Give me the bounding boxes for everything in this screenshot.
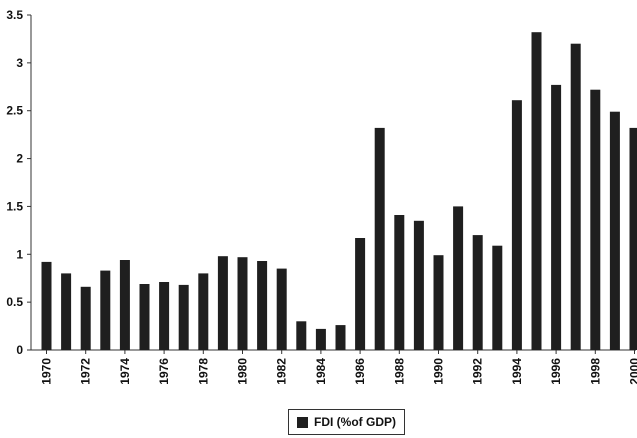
bars [41,32,637,351]
bar [453,206,464,350]
x-tick-label: 1970 [40,358,54,385]
bar [531,32,542,350]
bar [139,284,150,350]
bar [276,268,287,350]
x-tick-label: 1978 [196,358,210,385]
x-tick-label: 1990 [432,358,446,385]
bar [394,215,405,350]
x-tick-label: 2000 [628,358,637,385]
bar [217,256,228,350]
x-tick-label: 1980 [236,358,250,385]
y-tick-label: 3.5 [6,8,23,22]
bar [100,270,111,350]
bar [61,273,72,350]
bar [413,220,424,350]
bar [472,235,483,350]
legend-label: FDI (%of GDP) [314,415,396,429]
y-tick-label: 1 [16,247,23,261]
bar [80,286,91,350]
y-tick-label: 2 [16,152,23,166]
bar [315,328,326,350]
y-tick-label: 0 [16,343,23,357]
x-axis: 1970 1972 1974 1976 1978 1980 1982 1984 1986 1988… [31,349,637,385]
bar [511,100,522,350]
y-tick-label: 0.5 [6,295,23,309]
x-tick-label: 1994 [510,358,524,385]
y-tick-label: 3 [16,56,23,70]
x-tick-label: 1976 [157,358,171,385]
x-tick-label: 1974 [118,358,132,385]
bar [433,255,444,350]
bar [492,245,503,350]
bar [178,284,189,350]
y-tick-label: 1.5 [6,199,23,213]
x-tick-label: 1998 [588,358,602,385]
bar [119,260,130,350]
x-tick-label: 1972 [79,358,93,385]
x-tick-label: 1986 [353,358,367,385]
bar [335,325,346,350]
legend-swatch [297,416,308,428]
bar [237,257,248,350]
bar [355,238,366,350]
x-tick-label: 1996 [549,358,563,385]
x-tick-label: 1984 [314,358,328,385]
x-tick-label: 1992 [471,358,485,385]
bar [374,127,385,351]
bar [198,273,209,350]
bar [159,282,170,350]
x-tick-label: 1982 [275,358,289,385]
bar [551,84,562,351]
bar [570,43,581,350]
y-axis: 0 0.5 1 1.5 2 2.5 3 3.5 [6,8,32,357]
bar [609,111,620,350]
bar [629,127,637,351]
bar [590,89,601,350]
bar [257,261,268,350]
y-tick-label: 2.5 [6,104,23,118]
bar [41,261,52,350]
bar [296,321,307,350]
x-tick-label: 1988 [392,358,406,385]
legend: FDI (%of GDP) [288,409,405,435]
